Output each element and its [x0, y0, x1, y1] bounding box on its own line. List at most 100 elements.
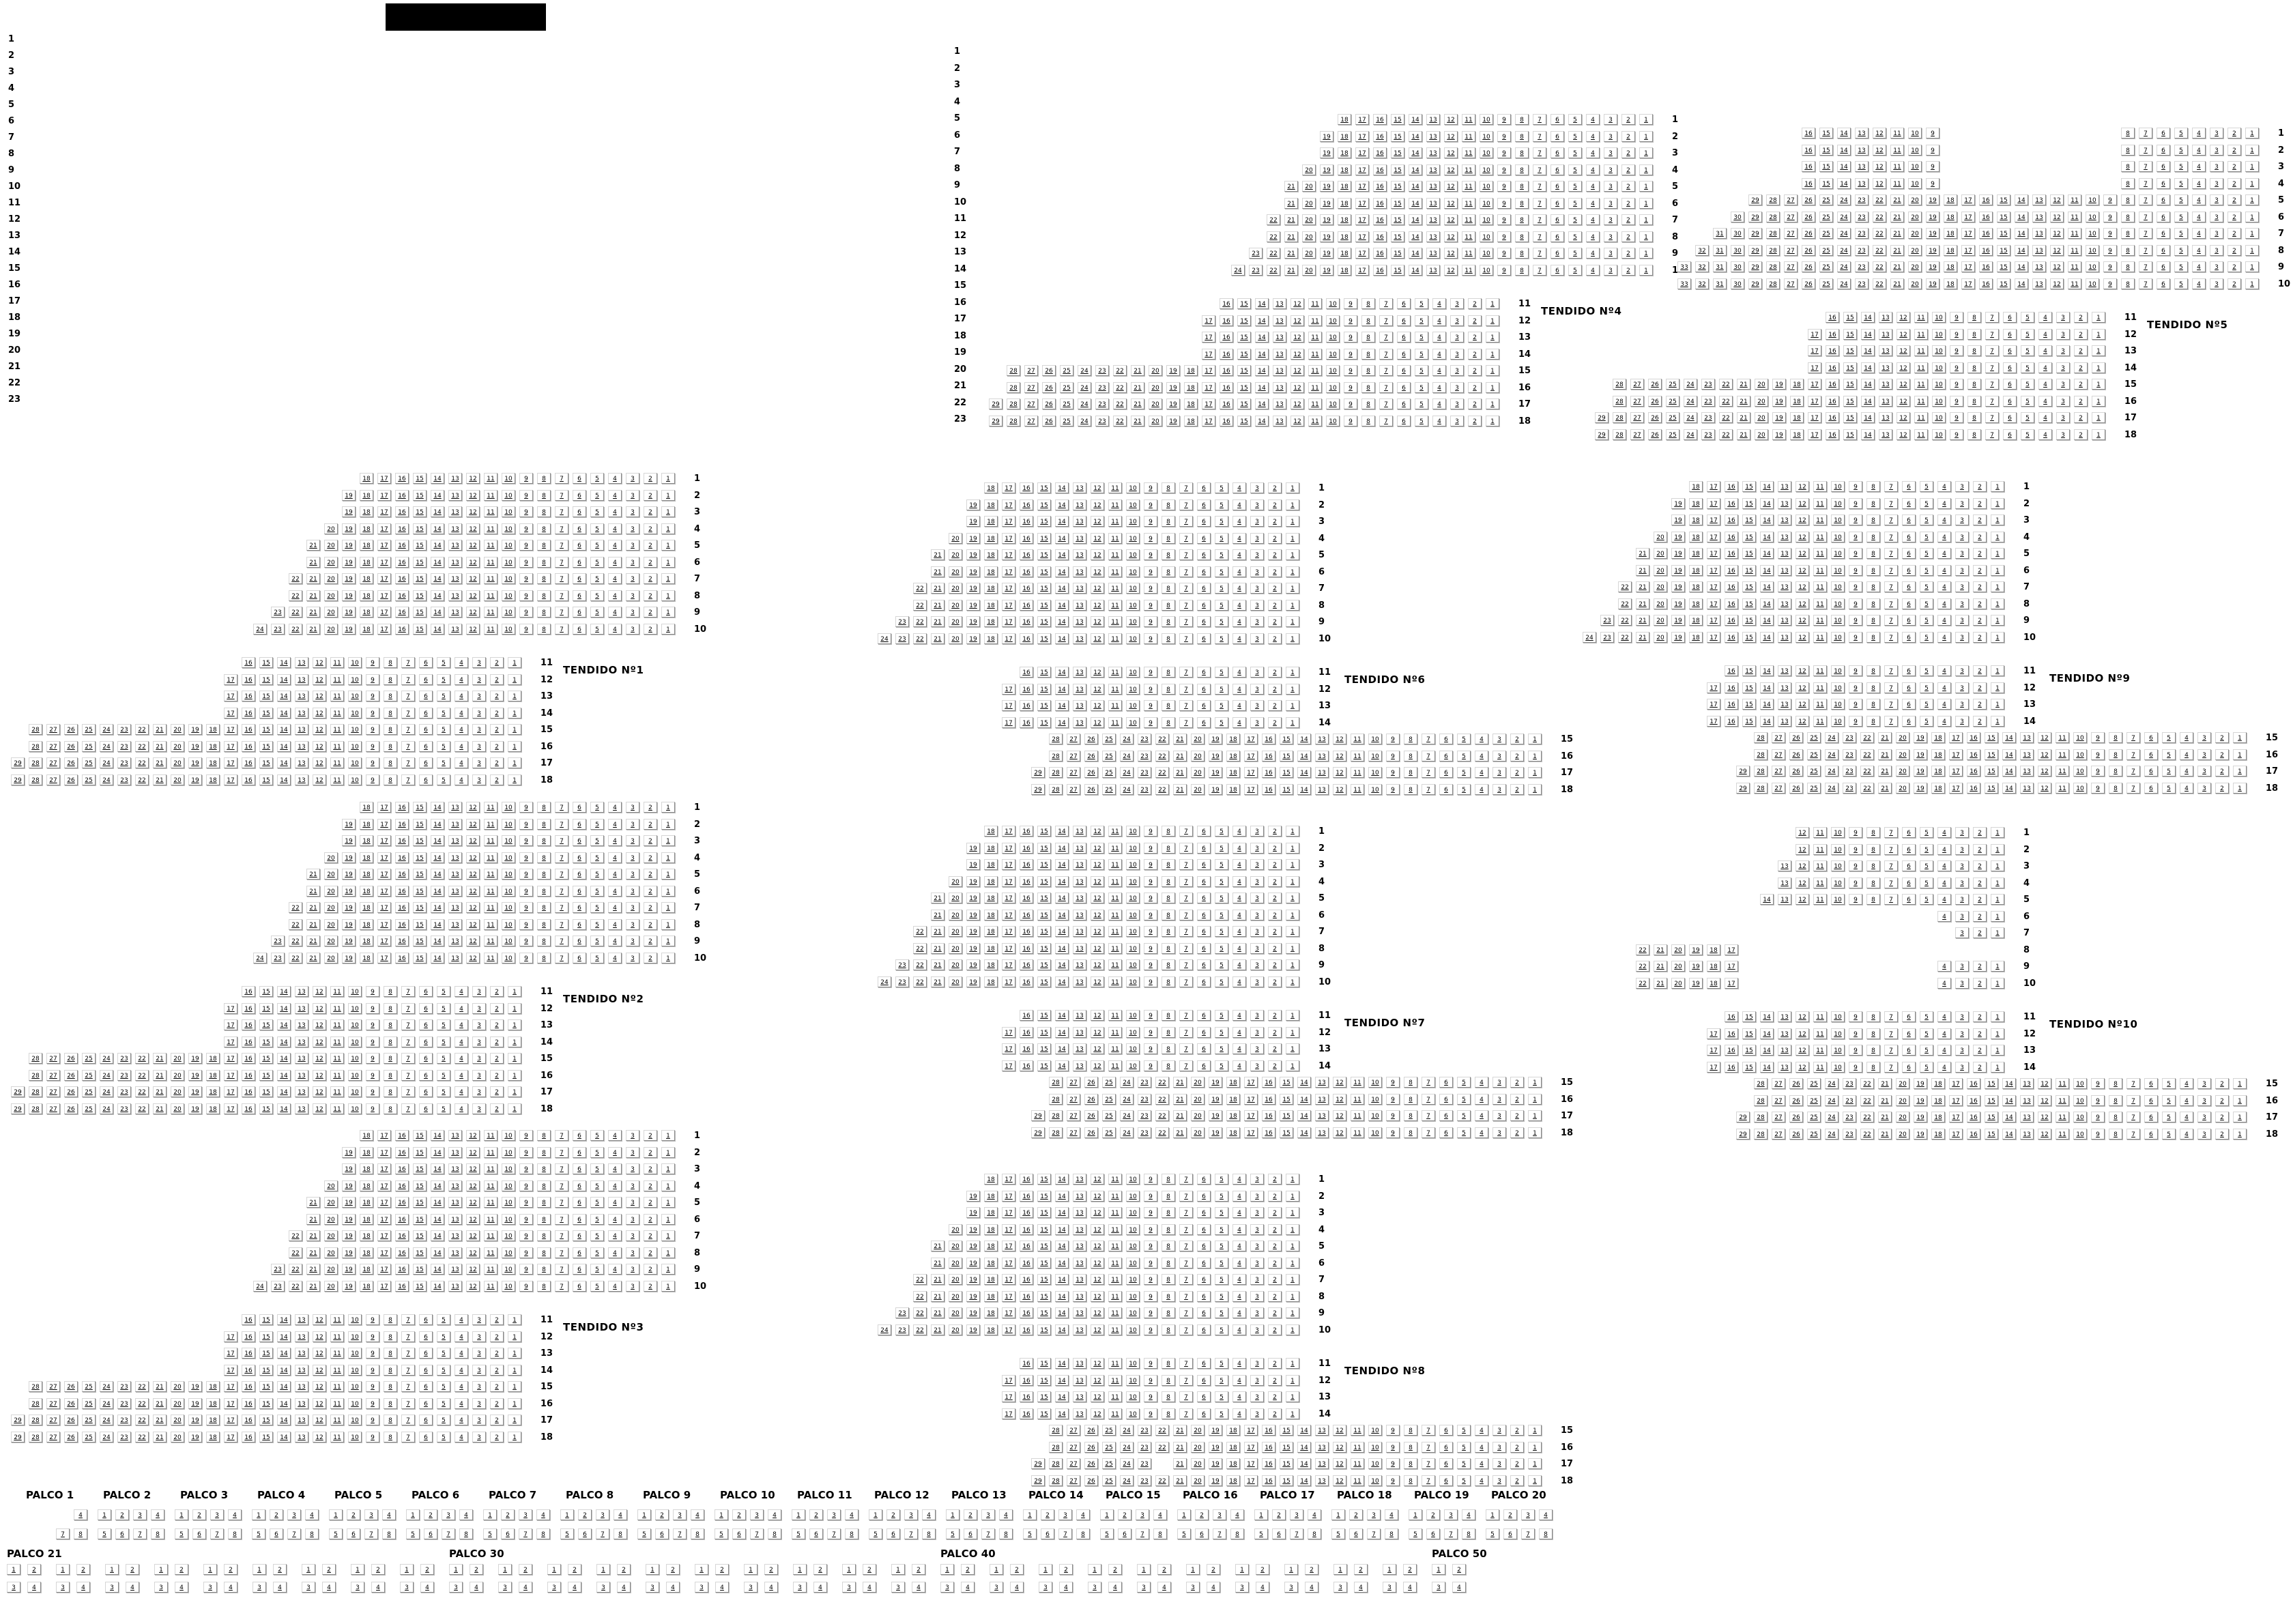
seat[interactable]: 14: [1055, 633, 1069, 644]
seat[interactable]: 12: [1091, 1307, 1104, 1318]
seat[interactable]: 11: [1914, 345, 1928, 356]
seat[interactable]: 8: [1162, 549, 1175, 560]
seat[interactable]: 3: [472, 1415, 486, 1425]
seat[interactable]: 21: [153, 1053, 167, 1064]
seat[interactable]: 27: [1067, 1077, 1080, 1088]
seat[interactable]: 15: [1037, 1257, 1051, 1268]
seat[interactable]: 19: [1209, 1110, 1222, 1121]
seat[interactable]: 8: [1162, 716, 1175, 728]
seat[interactable]: 19: [1671, 548, 1685, 559]
seat[interactable]: 21: [153, 774, 167, 785]
seat[interactable]: 11: [1108, 616, 1122, 627]
seat[interactable]: 13: [1778, 894, 1791, 905]
seat[interactable]: 3: [626, 1180, 639, 1191]
seat[interactable]: 15: [1037, 1324, 1051, 1335]
seat[interactable]: 15: [1985, 732, 1998, 743]
seat[interactable]: 11: [1813, 631, 1827, 643]
seat[interactable]: 16: [242, 757, 255, 768]
seat[interactable]: 11: [1813, 548, 1827, 559]
seat[interactable]: 28: [1049, 1110, 1063, 1121]
seat[interactable]: 20: [324, 936, 338, 946]
seat[interactable]: 1: [1284, 1564, 1298, 1575]
seat[interactable]: 15: [1237, 332, 1251, 343]
seat[interactable]: 5: [590, 607, 604, 618]
seat[interactable]: 3: [2210, 228, 2223, 239]
seat[interactable]: 19: [1926, 278, 1939, 289]
seat[interactable]: 2: [1973, 715, 1987, 727]
seat[interactable]: 12: [1091, 1026, 1104, 1038]
seat[interactable]: 10: [1126, 1241, 1140, 1251]
seat[interactable]: 29: [1595, 412, 1609, 423]
seat[interactable]: 20: [1908, 228, 1922, 239]
seat[interactable]: 9: [1386, 1441, 1400, 1453]
seat[interactable]: 18: [360, 902, 373, 913]
seat[interactable]: 4: [2038, 312, 2052, 323]
seat[interactable]: 26: [1084, 1458, 1098, 1469]
seat[interactable]: 20: [324, 1230, 338, 1241]
seat[interactable]: 11: [330, 740, 344, 752]
seat[interactable]: 20: [1302, 248, 1316, 259]
seat[interactable]: 27: [1067, 1425, 1080, 1436]
seat[interactable]: 2: [2215, 782, 2229, 794]
seat[interactable]: 26: [1789, 766, 1803, 777]
seat[interactable]: 4: [691, 1509, 704, 1520]
seat[interactable]: 20: [324, 523, 338, 534]
seat[interactable]: 11: [1813, 598, 1827, 609]
seat[interactable]: 16: [242, 1381, 255, 1392]
seat[interactable]: 5: [1215, 1060, 1228, 1071]
seat[interactable]: 19: [188, 1431, 202, 1442]
seat[interactable]: 4: [1586, 231, 1600, 242]
seat[interactable]: 9: [2091, 732, 2105, 743]
seat[interactable]: 17: [1707, 548, 1720, 559]
seat[interactable]: 5: [437, 724, 450, 735]
seat[interactable]: 7: [1179, 826, 1193, 837]
seat[interactable]: 5: [1215, 1274, 1228, 1285]
seat[interactable]: 10: [1126, 566, 1140, 577]
seat[interactable]: 14: [2015, 194, 2028, 205]
seat[interactable]: 15: [413, 473, 427, 484]
seat[interactable]: 7: [981, 1528, 995, 1539]
seat[interactable]: 10: [1126, 959, 1140, 970]
seat[interactable]: 17: [377, 1180, 391, 1191]
seat[interactable]: 11: [1308, 415, 1322, 426]
seat[interactable]: 14: [277, 1086, 291, 1097]
seat[interactable]: 2: [1510, 1475, 1524, 1486]
seat[interactable]: 4: [961, 1582, 975, 1593]
seat[interactable]: 19: [188, 1103, 202, 1114]
seat[interactable]: 8: [1162, 566, 1175, 577]
seat[interactable]: 11: [1914, 429, 1928, 440]
seat[interactable]: 11: [1462, 114, 1475, 125]
seat[interactable]: 19: [342, 607, 356, 618]
seat[interactable]: 12: [1333, 1110, 1346, 1121]
seat[interactable]: 3: [472, 757, 486, 768]
seat[interactable]: 4: [2192, 194, 2206, 205]
seat[interactable]: 1: [1286, 1408, 1299, 1419]
seat[interactable]: 3: [596, 1509, 609, 1520]
seat[interactable]: 1: [2233, 782, 2247, 794]
seat[interactable]: 20: [1654, 548, 1667, 559]
seat[interactable]: 22: [1873, 261, 1886, 272]
seat[interactable]: 11: [484, 918, 497, 930]
seat[interactable]: 19: [1689, 977, 1703, 989]
seat[interactable]: 7: [1533, 248, 1546, 259]
seat[interactable]: 29: [1748, 278, 1762, 289]
seat[interactable]: 23: [1095, 415, 1109, 426]
seat[interactable]: 3: [793, 1582, 807, 1593]
seat[interactable]: 24: [1120, 750, 1134, 762]
seat[interactable]: 23: [271, 607, 285, 618]
seat[interactable]: 25: [1060, 415, 1073, 426]
seat[interactable]: 27: [1067, 1458, 1080, 1469]
seat[interactable]: 1: [1639, 197, 1653, 209]
seat[interactable]: 21: [1878, 766, 1892, 777]
seat[interactable]: 12: [313, 1053, 326, 1064]
seat[interactable]: 2: [490, 740, 504, 752]
seat[interactable]: 29: [1031, 1127, 1045, 1138]
seat[interactable]: 14: [277, 1053, 291, 1064]
seat[interactable]: 8: [1162, 616, 1175, 627]
seat[interactable]: 14: [431, 869, 444, 880]
seat[interactable]: 28: [1613, 395, 1626, 407]
seat[interactable]: 3: [133, 1509, 147, 1520]
seat[interactable]: 23: [895, 633, 909, 644]
seat[interactable]: 4: [1937, 977, 1951, 989]
seat[interactable]: 12: [466, 573, 480, 584]
